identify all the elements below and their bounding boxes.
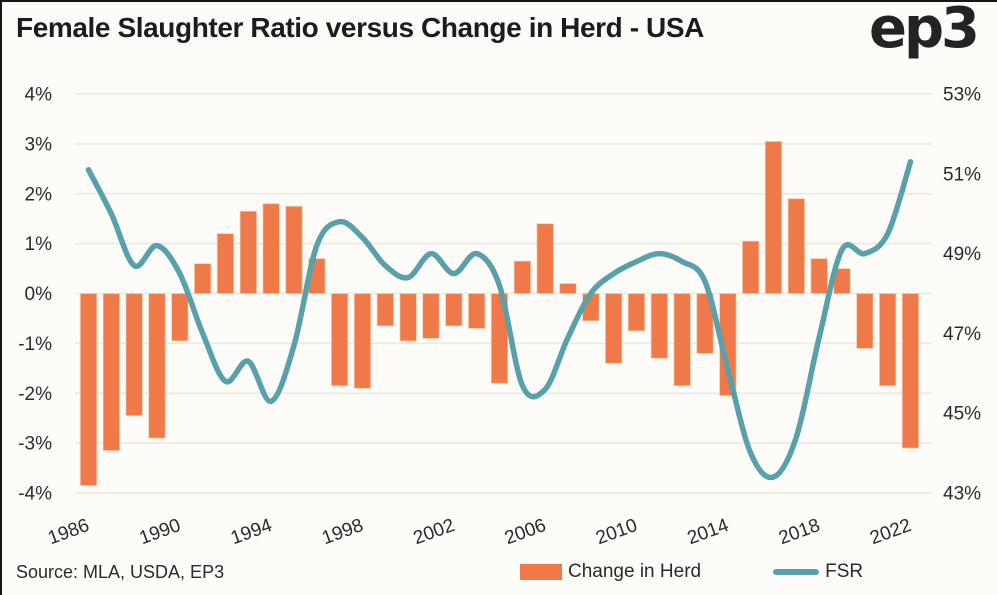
herd-change-bar-2017 xyxy=(787,198,805,294)
herd-change-bar-2003 xyxy=(467,293,486,329)
right-axis-tick: 53% xyxy=(943,85,981,106)
x-axis-tick-1998: 1998 xyxy=(319,515,366,549)
x-axis-tick-2014: 2014 xyxy=(685,515,732,549)
left-axis-tick: 0% xyxy=(25,284,53,305)
right-axis: 53% 51% 49% 47% 45% 43% xyxy=(943,85,981,505)
legend-label-fsr: FSR xyxy=(825,561,864,582)
legend-item-fsr: FSR xyxy=(773,561,863,583)
herd-change-bar-1998 xyxy=(353,293,372,389)
x-axis-tick-2022: 2022 xyxy=(867,515,914,549)
left-axis-tick: 2% xyxy=(25,184,53,205)
right-axis-tick: 49% xyxy=(943,244,981,265)
right-axis-tick: 51% xyxy=(943,164,981,185)
herd-change-bar-2009 xyxy=(605,293,623,364)
herd-change-bar-2010 xyxy=(627,293,646,332)
fsr-line xyxy=(85,159,914,481)
legend: Change in Herd FSR xyxy=(520,561,863,583)
herd-change-bar-2012 xyxy=(673,293,691,387)
x-axis-tick-1990: 1990 xyxy=(137,515,184,549)
herd-change-bar-2021 xyxy=(879,293,897,387)
right-axis-tick: 47% xyxy=(943,324,981,345)
herd-change-bar-2006 xyxy=(536,223,554,294)
left-axis-tick: -4% xyxy=(18,484,52,505)
herd-change-bar-1992 xyxy=(216,233,235,294)
herd-change-bar-1995 xyxy=(285,205,303,294)
herd-change-bar-2018 xyxy=(810,258,828,294)
herd-change-bar-2013 xyxy=(696,293,714,354)
herd-change-bar-2002 xyxy=(445,293,463,327)
herd-change-bar-1989 xyxy=(148,293,166,439)
x-axis: 1986 1990 1994 1998 2002 2006 2010 2014 2018 2022 xyxy=(45,515,914,549)
left-axis: 4% 3% 2% 1% 0% -1% -2% -3% -4% xyxy=(18,85,52,505)
herd-change-bar-1994 xyxy=(262,203,280,294)
herd-change-bar-2007 xyxy=(559,283,577,294)
herd-change-bar-1999 xyxy=(376,293,395,327)
x-axis-tick-2006: 2006 xyxy=(502,515,549,549)
source-note: Source: MLA, USDA, EP3 xyxy=(16,562,225,582)
left-axis-tick: -2% xyxy=(18,384,52,405)
page-title: Female Slaughter Ratio versus Change in … xyxy=(16,12,704,43)
herd-change-bar-2000 xyxy=(399,293,417,342)
legend-label-change-in-herd: Change in Herd xyxy=(568,561,702,582)
herd-change-bar-1990 xyxy=(171,293,189,342)
x-axis-tick-2002: 2002 xyxy=(411,515,458,549)
herd-change-bar-1993 xyxy=(239,210,258,294)
x-axis-tick-1986: 1986 xyxy=(45,515,92,549)
herd-change-bar-2020 xyxy=(856,293,874,349)
herd-change-bar-1997 xyxy=(330,293,349,387)
x-axis-tick-1994: 1994 xyxy=(228,515,275,549)
left-axis-tick: -1% xyxy=(18,334,52,355)
herd-change-bar-1986 xyxy=(79,293,98,486)
herd-change-bar-1988 xyxy=(125,293,143,417)
left-axis-tick: -3% xyxy=(18,434,52,455)
herd-change-bar-2022 xyxy=(901,293,920,449)
legend-item-change-in-herd: Change in Herd xyxy=(520,561,701,583)
right-axis-tick: 43% xyxy=(943,484,981,505)
herd-change-bar-1987 xyxy=(102,293,120,452)
ep3-logo: ep3 xyxy=(868,0,980,61)
left-axis-tick: 1% xyxy=(25,234,53,255)
herd-change-bars xyxy=(79,140,920,486)
line-swatch-icon xyxy=(773,569,820,575)
left-axis-tick: 3% xyxy=(25,134,53,155)
herd-change-bar-2015 xyxy=(742,240,760,294)
x-axis-tick-2010: 2010 xyxy=(593,515,640,549)
herd-change-bar-2001 xyxy=(422,293,440,339)
herd-change-bar-2011 xyxy=(650,293,668,359)
herd-change-bar-2005 xyxy=(513,260,531,294)
right-axis-tick: 45% xyxy=(943,404,981,425)
x-axis-tick-2018: 2018 xyxy=(776,515,823,549)
herd-change-bar-2016 xyxy=(764,140,783,294)
left-axis-tick: 4% xyxy=(25,85,53,106)
bar-swatch-icon xyxy=(520,564,562,580)
herd-change-bar-1991 xyxy=(193,263,212,294)
